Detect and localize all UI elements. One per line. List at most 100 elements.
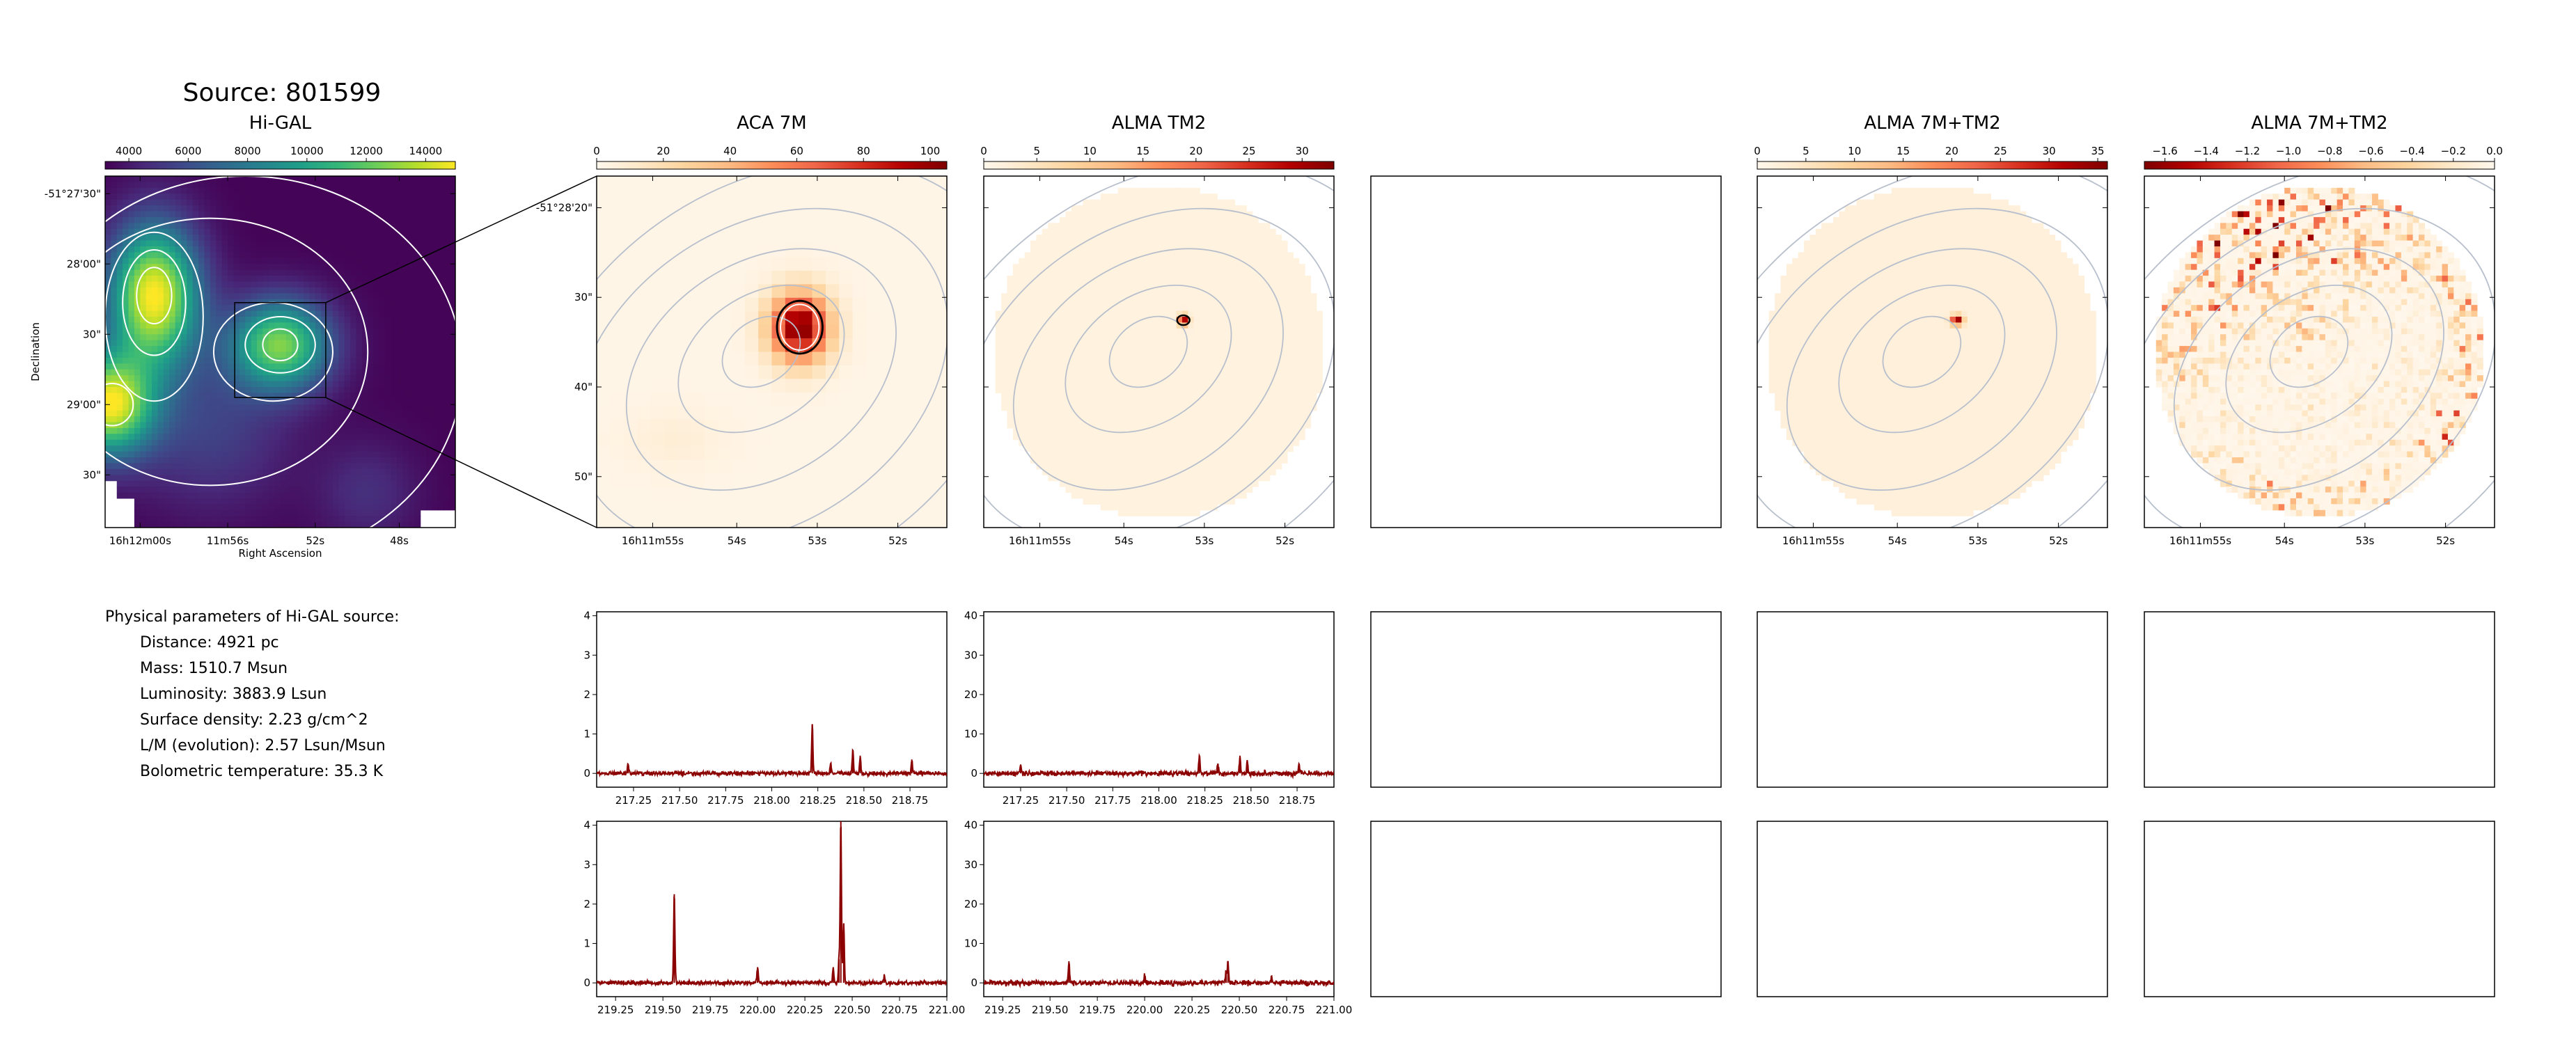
- colorbar-tick-label: 25: [1243, 145, 1256, 157]
- x-tick-label: 52s: [2049, 535, 2068, 547]
- param-mass: Mass: 1510.7 Msun: [140, 660, 288, 677]
- colorbar-4: [1757, 161, 2108, 170]
- y-tick-label: -51°27'30": [45, 187, 101, 200]
- spectrum-frame: [1370, 611, 1722, 788]
- contour-line: [2225, 285, 2393, 434]
- y-tick-label: 2: [583, 688, 590, 701]
- colorbar-tick-label: 30: [1296, 145, 1309, 157]
- contour-line: [136, 267, 173, 325]
- colorbar-tick-label: 8000: [235, 145, 261, 157]
- param-lm-evolution: L/M (evolution): 2.57 Lsun/Msun: [140, 737, 386, 754]
- x-tick-label: 220.75: [881, 1004, 918, 1016]
- contour-line: [1757, 176, 2107, 528]
- colorbar-tick-label: 20: [1945, 145, 1958, 157]
- colorbar-tick-label: 40: [723, 145, 737, 157]
- x-tick-label: 52s: [888, 535, 907, 547]
- zoom-box: [234, 302, 327, 398]
- spectrum-line: [597, 826, 947, 988]
- x-tick-label: 11m56s: [207, 535, 249, 547]
- contour-line: [1757, 207, 2107, 528]
- y-tick-label: 10: [964, 938, 977, 950]
- x-tick-label: 221.00: [929, 1004, 966, 1016]
- contour-line: [122, 249, 187, 356]
- spectrum-line: [597, 725, 947, 779]
- colorbar-tick-label: 15: [1136, 145, 1149, 157]
- map-frame-5: [2144, 175, 2495, 528]
- param-luminosity: Luminosity: 3883.9 Lsun: [140, 686, 327, 703]
- physical-parameters-heading: Physical parameters of Hi-GAL source:: [105, 608, 400, 626]
- colorbar-tick-label: 80: [857, 145, 870, 157]
- y-axis-label: Declination: [29, 322, 42, 381]
- map-frame-2: [983, 175, 1335, 528]
- x-tick-label: 217.50: [661, 794, 698, 807]
- y-tick-label: 40": [574, 381, 592, 393]
- map-panel-4: ALMA 7M+TM2 0 5 10 15 20 25 30 35 16h11m55s 54s 53s…: [1754, 113, 2108, 547]
- x-tick-label: 220.00: [739, 1004, 776, 1016]
- colorbar-tick-label: 10: [1848, 145, 1861, 157]
- x-tick-label: 219.75: [1079, 1004, 1116, 1016]
- x-tick-label: 217.25: [1003, 794, 1039, 807]
- contour-line: [1882, 315, 1962, 388]
- y-tick-label: 28'00": [67, 258, 101, 270]
- y-tick-label: 20: [964, 898, 977, 910]
- spectrum-line: [984, 752, 1334, 780]
- colorbar-tick-label: 20: [657, 145, 670, 157]
- colorbar-tick-label: 35: [2091, 145, 2104, 157]
- colorbar-tick-label: 60: [790, 145, 803, 157]
- x-tick-label: 218.25: [1186, 794, 1223, 807]
- map-title-0: Hi-GAL: [249, 113, 312, 134]
- y-tick-label: 2: [583, 898, 590, 910]
- spectrum-frame: [983, 611, 1335, 788]
- y-tick-label: 3: [583, 649, 590, 661]
- y-tick-label: 30": [83, 328, 101, 340]
- colorbar-tick-label: −0.8: [2317, 145, 2342, 157]
- contour-line: [244, 316, 316, 374]
- contour-line: [1065, 285, 1232, 434]
- spectrum-panel-6: 217.25 217.50 217.75 218.00 218.25 218.50 218.…: [583, 610, 948, 807]
- y-tick-label: 0: [971, 976, 977, 989]
- zoom-connector: [325, 397, 597, 528]
- colorbar-tick-label: 10: [1083, 145, 1097, 157]
- y-tick-label: 30: [964, 858, 977, 871]
- y-tick-label: 20: [964, 688, 977, 701]
- contour-line: [105, 231, 204, 402]
- y-tick-label: 30: [964, 649, 977, 661]
- x-tick-label: 220.50: [834, 1004, 871, 1016]
- contour-line: [597, 207, 947, 528]
- spectrum-frame: [1757, 821, 2108, 997]
- figure-suptitle: Source: 801599: [183, 79, 382, 107]
- x-tick-label: 219.50: [1032, 1004, 1069, 1016]
- colorbar-0: [104, 161, 456, 170]
- x-tick-label: 54s: [1115, 535, 1133, 547]
- spectrum-frame: [1370, 821, 1722, 997]
- contour-line: [1012, 248, 1284, 491]
- colorbar-tick-label: −0.4: [2399, 145, 2424, 157]
- x-tick-label: 218.75: [1279, 794, 1316, 807]
- x-tick-label: 52s: [1275, 535, 1294, 547]
- x-tick-label: 217.75: [1094, 794, 1131, 807]
- x-tick-label: 52s: [306, 535, 324, 547]
- y-tick-label: 4: [583, 610, 590, 622]
- spectrum-frame: [596, 611, 948, 788]
- x-tick-label: 54s: [1888, 535, 1907, 547]
- colorbar-tick-label: 15: [1896, 145, 1910, 157]
- map-title-4: ALMA 7M+TM2: [1864, 113, 2000, 134]
- x-tick-label: 220.25: [787, 1004, 824, 1016]
- contour-line: [1838, 285, 2006, 434]
- x-tick-label: 53s: [2355, 535, 2374, 547]
- spectrum-frame: [2144, 821, 2495, 997]
- x-tick-label: 217.75: [707, 794, 744, 807]
- spectrum-panel-9: 219.25 219.50 219.75 220.00 220.25 220.50 220.…: [964, 819, 1352, 1016]
- contour-line: [2269, 315, 2349, 388]
- x-tick-label: 16h11m55s: [1009, 535, 1071, 547]
- spectrum-panel-8: 219.25 219.50 219.75 220.00 220.25 220.50 220.…: [583, 819, 965, 1016]
- colorbar-tick-label: 14000: [409, 145, 443, 157]
- x-tick-label: 219.25: [597, 1004, 634, 1016]
- contour-line: [262, 328, 299, 362]
- x-tick-label: 16h11m55s: [622, 535, 684, 547]
- x-tick-label: 217.25: [615, 794, 652, 807]
- map-image-4: [1757, 176, 2107, 528]
- colorbar-tick-label: 0.0: [2486, 145, 2503, 157]
- contour-line: [984, 207, 1334, 528]
